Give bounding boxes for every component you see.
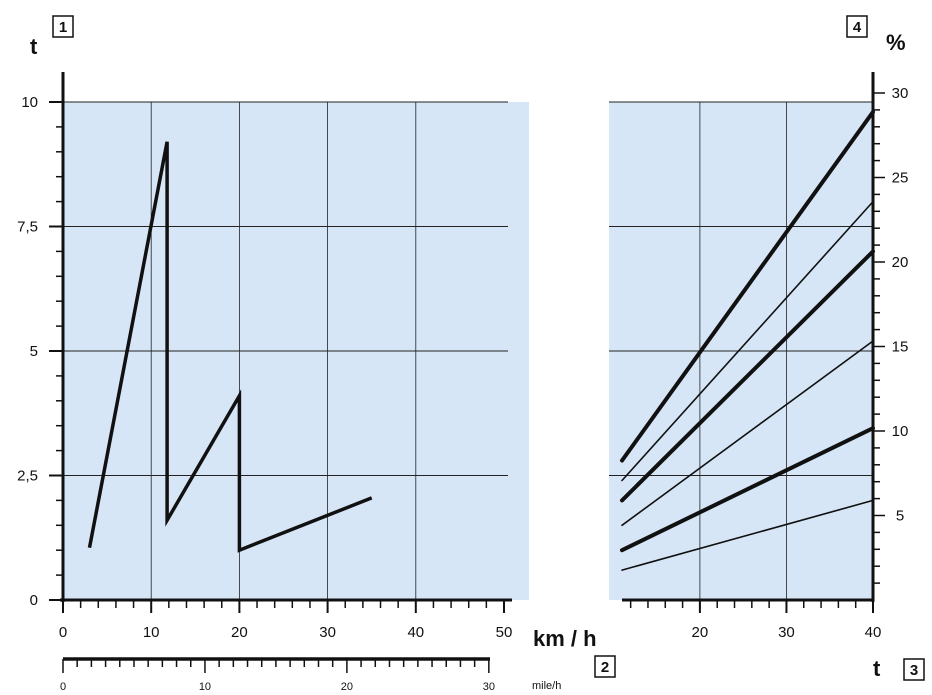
right-series-thin-line — [621, 340, 874, 527]
box-4-frame — [846, 15, 868, 38]
right-x-tick-label: 20 — [692, 624, 709, 641]
left-x-tick-label: 50 — [496, 624, 513, 641]
mile-axis-tick-label: 0 — [60, 681, 66, 693]
mile-axis-tick-label: 30 — [483, 681, 495, 693]
left-series-line — [87, 141, 373, 553]
left-y-tick-label: 2,5 — [17, 468, 38, 485]
left-y-tick-label: 0 — [30, 592, 38, 609]
right-series-bold-line — [620, 249, 875, 503]
left-y-tick-label: 10 — [21, 94, 38, 111]
x-axis-secondary-label: mile/h — [532, 680, 561, 692]
left-y-tick-label: 7,5 — [17, 219, 38, 236]
right-y-tick-label: 10 — [892, 423, 909, 440]
right-x-tick-label: 40 — [865, 624, 882, 641]
left-x-tick-label: 0 — [59, 624, 67, 641]
right-chart-panel: 20 30 40 5 10 15 20 25 30 — [609, 72, 908, 641]
right-y-tick-label: 30 — [892, 85, 909, 102]
right-series-bold-line — [620, 426, 875, 553]
box-2-label: 2 — [601, 659, 609, 676]
right-x-tick-label: 30 — [778, 624, 795, 641]
right-series-thin-line — [621, 499, 874, 571]
right-y-tick-label: 20 — [892, 254, 909, 271]
box-3-label: 3 — [910, 662, 918, 679]
box-2-frame — [594, 655, 616, 678]
left-x-tick-label: 30 — [319, 624, 336, 641]
right-y-tick-label: 15 — [892, 339, 909, 356]
box-4-label: 4 — [853, 19, 862, 36]
right-y-tick-label: 25 — [892, 170, 909, 187]
left-x-tick-label: 10 — [143, 624, 160, 641]
right-y-tick-label: 5 — [896, 508, 904, 525]
y-axis-left-label: t — [30, 34, 38, 59]
right-series-thin-line — [621, 200, 874, 482]
left-y-tick-label: 5 — [30, 343, 38, 360]
box-1-frame — [52, 15, 74, 38]
right-series-bold-line — [620, 109, 875, 463]
y-axis-right-label: % — [886, 30, 906, 55]
x-axis-right-label: t — [873, 656, 881, 681]
mile-axis-tick-label: 10 — [199, 681, 211, 693]
mile-axis-tick-label: 20 — [341, 681, 353, 693]
left-x-tick-label: 20 — [231, 624, 248, 641]
box-3-frame — [903, 658, 925, 681]
left-chart-panel: 0 10 20 30 40 50 0 2,5 5 7,5 10 0 10 20 30 — [17, 72, 529, 693]
box-1-label: 1 — [59, 19, 67, 36]
left-x-tick-label: 40 — [407, 624, 424, 641]
x-axis-left-label: km / h — [533, 626, 597, 651]
